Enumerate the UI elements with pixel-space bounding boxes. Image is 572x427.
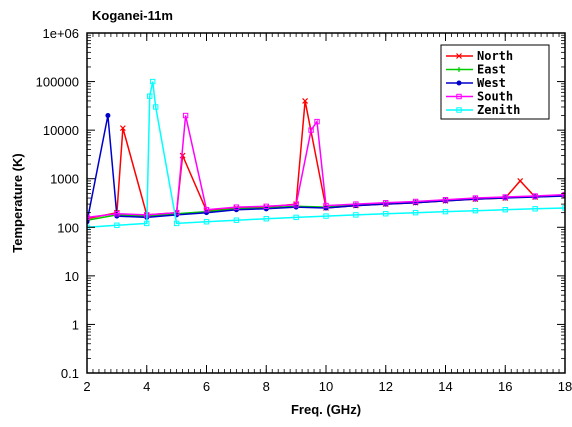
data-point-zenith xyxy=(442,208,449,215)
data-point-south xyxy=(383,200,389,206)
y-tick-label: 10 xyxy=(65,269,79,284)
legend-label: North xyxy=(477,49,513,63)
x-tick-label: 18 xyxy=(558,379,572,394)
legend-label: East xyxy=(477,63,506,77)
x-tick-label: 16 xyxy=(498,379,512,394)
data-point-west xyxy=(105,113,111,119)
data-point-south xyxy=(203,207,210,213)
legend-label: West xyxy=(477,76,506,90)
legend-swatch-marker xyxy=(456,107,462,113)
data-point-south xyxy=(502,194,508,200)
y-tick-label: 1e+06 xyxy=(42,26,79,41)
data-point-south xyxy=(412,198,419,205)
data-point-zenith xyxy=(263,216,269,222)
data-point-zenith xyxy=(293,214,299,221)
data-point-north xyxy=(302,97,309,104)
data-point-zenith xyxy=(147,93,153,99)
y-tick-label: 100 xyxy=(57,220,79,235)
data-point-zenith xyxy=(150,78,156,85)
data-point-south xyxy=(323,202,329,209)
data-point-south xyxy=(293,202,299,208)
y-tick-label: 1000 xyxy=(50,172,79,187)
data-point-zenith xyxy=(233,217,240,223)
x-axis-label: Freq. (GHz) xyxy=(291,402,361,417)
data-point-south xyxy=(353,201,359,207)
series-zenith xyxy=(87,78,565,230)
legend-swatch-marker xyxy=(456,80,462,86)
legend-swatch-marker xyxy=(456,67,462,72)
data-point-zenith xyxy=(144,220,150,227)
data-point-south xyxy=(182,112,189,119)
data-point-zenith xyxy=(502,207,508,213)
data-point-south xyxy=(233,204,240,210)
series-line-south xyxy=(87,115,565,219)
x-tick-label: 6 xyxy=(203,379,210,394)
data-point-zenith xyxy=(383,211,389,217)
data-point-zenith xyxy=(323,213,329,219)
data-point-zenith xyxy=(353,212,359,218)
data-point-zenith xyxy=(412,209,419,216)
series-south xyxy=(87,112,565,221)
x-tick-label: 8 xyxy=(263,379,270,394)
y-tick-label: 0.1 xyxy=(61,366,79,381)
data-point-south xyxy=(308,127,314,133)
data-point-north xyxy=(517,178,524,184)
legend-swatch-marker xyxy=(456,53,462,59)
y-axis-label: Temperature (K) xyxy=(10,153,25,252)
data-point-south xyxy=(314,118,320,125)
data-point-south xyxy=(472,195,479,201)
data-point-west xyxy=(204,210,209,216)
y-tick-label: 1 xyxy=(72,317,79,332)
data-point-south xyxy=(263,203,269,210)
x-tick-label: 10 xyxy=(319,379,333,394)
data-point-south xyxy=(532,193,538,199)
data-point-zenith xyxy=(472,207,479,214)
data-point-zenith xyxy=(153,104,159,110)
x-tick-label: 14 xyxy=(438,379,452,394)
y-tick-label: 100000 xyxy=(36,75,79,90)
data-point-zenith xyxy=(532,206,538,212)
legend-swatch-marker xyxy=(456,93,462,100)
x-tick-label: 4 xyxy=(143,379,150,394)
legend-label: South xyxy=(477,90,513,104)
data-point-south xyxy=(442,196,449,203)
data-point-south xyxy=(114,211,120,217)
legend-label: Zenith xyxy=(477,103,520,117)
y-tick-label: 10000 xyxy=(43,123,79,138)
data-point-zenith xyxy=(203,219,210,225)
data-point-north xyxy=(119,125,126,132)
x-tick-label: 12 xyxy=(379,379,393,394)
series-line-west xyxy=(87,115,565,222)
chart-title: Koganei-11m xyxy=(92,8,173,23)
data-point-zenith xyxy=(114,222,120,228)
series-west xyxy=(87,113,565,225)
data-point-zenith xyxy=(173,220,180,227)
x-tick-label: 2 xyxy=(83,379,90,394)
